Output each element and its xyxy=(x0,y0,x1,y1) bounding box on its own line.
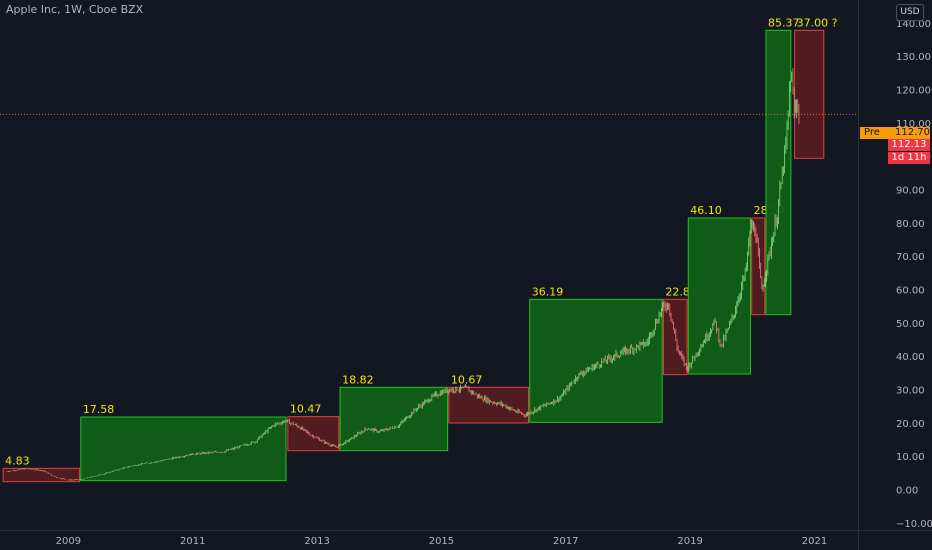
leg-change-label: 36.19 xyxy=(532,285,564,298)
y-tick-label: 10.00 xyxy=(896,452,925,463)
x-tick-label: 2013 xyxy=(304,536,329,547)
currency-button[interactable]: USD xyxy=(896,4,924,21)
leg-change-label: 4.83 xyxy=(5,454,30,467)
x-tick-label: 2015 xyxy=(429,536,454,547)
leg-change-label: 10.67 xyxy=(451,373,483,386)
up-leg-box xyxy=(687,217,751,375)
y-tick-label: 140.00 xyxy=(896,19,931,30)
down-leg-box xyxy=(2,467,81,483)
down-leg-box xyxy=(794,29,825,159)
y-tick-label: 90.00 xyxy=(896,186,925,197)
leg-change-label: 46.10 xyxy=(690,204,722,217)
x-tick-label: 2021 xyxy=(802,536,827,547)
x-tick-label: 2019 xyxy=(677,536,702,547)
up-leg-box xyxy=(765,29,792,316)
up-leg-box xyxy=(529,298,663,423)
leg-change-label: 85.37 xyxy=(768,16,800,29)
leg-change-label: 17.58 xyxy=(83,403,115,416)
pre-label: Pre xyxy=(864,127,880,138)
down-leg-box xyxy=(662,298,688,376)
y-tick-label: 20.00 xyxy=(896,419,925,430)
y-tick-label: 30.00 xyxy=(896,386,925,397)
chart-title: Apple Inc, 1W, Cboe BZX xyxy=(6,3,144,16)
up-leg-box xyxy=(80,416,287,482)
y-tick-label: 40.00 xyxy=(896,352,925,363)
leg-change-label: 37.00 ? xyxy=(797,16,838,29)
candles xyxy=(5,67,800,481)
leg-change-label: 18.82 xyxy=(342,373,374,386)
y-tick-label: 110.00 xyxy=(896,119,931,130)
y-tick-label: 130.00 xyxy=(896,52,931,63)
down-leg-box xyxy=(448,386,529,424)
y-tick-label: 80.00 xyxy=(896,219,925,230)
last-price-tag: 112.13 xyxy=(888,139,930,151)
x-tick-label: 2011 xyxy=(180,536,205,547)
y-tick-label: 120.00 xyxy=(896,86,931,97)
down-leg-box xyxy=(751,217,766,316)
x-tick-label: 2009 xyxy=(56,536,81,547)
x-tick-label: 2017 xyxy=(553,536,578,547)
y-tick-label: 60.00 xyxy=(896,286,925,297)
leg-change-label: 10.47 xyxy=(290,403,322,416)
y-tick-label: −10.00 xyxy=(896,519,932,530)
y-tick-label: 70.00 xyxy=(896,252,925,263)
up-leg-box xyxy=(339,386,449,452)
pre-value: 112.70 xyxy=(895,127,930,138)
y-tick-label: 0.00 xyxy=(896,486,918,497)
bar-countdown-tag: 1d 11h xyxy=(888,152,930,164)
pre-market-price-tag: Pre 112.70 xyxy=(860,127,930,139)
y-tick-label: 50.00 xyxy=(896,319,925,330)
